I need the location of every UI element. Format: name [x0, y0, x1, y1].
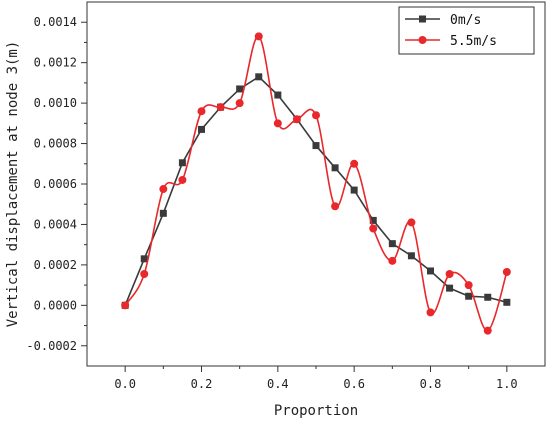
data-point — [274, 91, 282, 99]
data-point — [216, 103, 225, 112]
data-point — [235, 99, 244, 108]
data-point — [255, 73, 263, 81]
x-tick-label: 1.0 — [496, 377, 518, 391]
legend-label: 5.5m/s — [450, 34, 497, 49]
legend-item: 0m/s — [405, 13, 481, 28]
y-axis-title: Vertical displacement at node 3(m) — [5, 41, 21, 328]
legend-marker — [419, 15, 426, 23]
data-point — [427, 267, 434, 275]
y-tick-label: 0.0002 — [34, 258, 77, 272]
data-point — [464, 281, 473, 290]
data-point — [426, 308, 435, 317]
data-point — [254, 32, 263, 41]
data-point — [331, 164, 339, 172]
legend-item: 5.5m/s — [405, 34, 497, 49]
data-point — [312, 111, 320, 120]
data-point — [159, 209, 167, 217]
y-tick-label: 0.0008 — [34, 137, 77, 151]
data-point — [407, 218, 416, 227]
data-point — [465, 292, 473, 300]
x-tick-label: 0.2 — [191, 377, 213, 391]
legend-box — [398, 6, 535, 55]
legend: 0m/s 5.5m/s — [398, 6, 535, 55]
data-point — [140, 269, 149, 278]
legend-marker — [418, 36, 427, 44]
series-1 — [121, 32, 511, 335]
data-point — [503, 298, 511, 306]
data-point — [121, 301, 130, 310]
data-point — [159, 185, 168, 194]
data-point — [312, 142, 320, 150]
data-point — [140, 255, 148, 263]
x-tick-label: 0.4 — [267, 377, 289, 391]
data-point — [273, 119, 282, 128]
legend-label: 0m/s — [450, 13, 481, 28]
x-tick-label: 0.0 — [114, 377, 136, 391]
data-point — [198, 125, 205, 133]
plot-frame — [86, 1, 546, 367]
x-axis-title: Proportion — [274, 403, 358, 419]
x-tick-label: 0.8 — [420, 377, 442, 391]
data-point — [369, 224, 378, 233]
data-point — [369, 216, 377, 224]
data-point — [197, 107, 206, 116]
data-point — [483, 326, 492, 335]
data-point — [445, 269, 454, 278]
data-point — [446, 284, 454, 292]
data-point — [178, 159, 186, 167]
y-tick-label: 0.0012 — [34, 56, 77, 70]
data-point — [388, 240, 396, 248]
y-tick-label: 0.0014 — [34, 15, 77, 29]
series-layer — [121, 32, 511, 335]
data-point — [407, 252, 415, 260]
data-point — [388, 256, 397, 265]
axis-ticks: 0.0 0.2 0.4 0.6 0.8 1.0 -0.0002 0.0000 0.0002 0.0… — [26, 15, 517, 391]
y-tick-label: 0.0006 — [34, 177, 77, 191]
x-tick-label: 0.6 — [343, 377, 365, 391]
data-point — [484, 293, 492, 301]
y-tick-label: 0.0010 — [34, 96, 77, 110]
data-point — [292, 115, 301, 124]
data-point — [350, 159, 359, 168]
y-tick-label: 0.0004 — [34, 217, 77, 231]
y-tick-label: 0.0000 — [34, 298, 77, 312]
data-point — [331, 202, 340, 211]
data-point — [502, 267, 511, 276]
data-point — [236, 85, 244, 93]
data-point — [350, 186, 358, 194]
y-tick-label: -0.0002 — [26, 339, 77, 353]
data-point — [178, 175, 187, 184]
